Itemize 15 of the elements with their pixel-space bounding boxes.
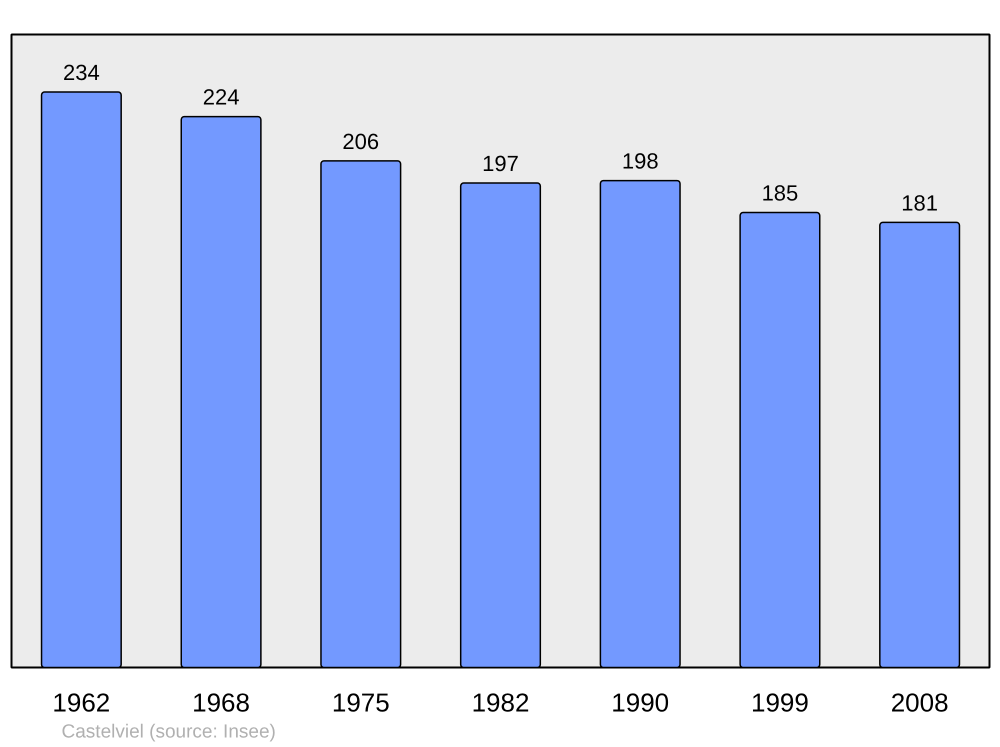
x-tick-label: 1982 <box>472 688 530 718</box>
data-label: 181 <box>901 190 938 216</box>
data-label: 185 <box>762 180 798 206</box>
data-label: 206 <box>342 128 380 154</box>
x-tick-label: 2008 <box>890 688 949 718</box>
data-label: 197 <box>482 151 519 176</box>
x-tick-label: 1968 <box>192 688 250 718</box>
data-label: 224 <box>202 84 240 110</box>
text: Castelviel (source: Insee) <box>62 722 276 742</box>
x-tick-label: 1999 <box>751 688 809 718</box>
x-tick-label: 1962 <box>52 688 110 718</box>
data-label: 234 <box>63 60 100 86</box>
data-label: 198 <box>622 148 659 174</box>
x-tick-label: 1975 <box>332 688 390 718</box>
x-tick-label: 1990 <box>611 688 670 718</box>
